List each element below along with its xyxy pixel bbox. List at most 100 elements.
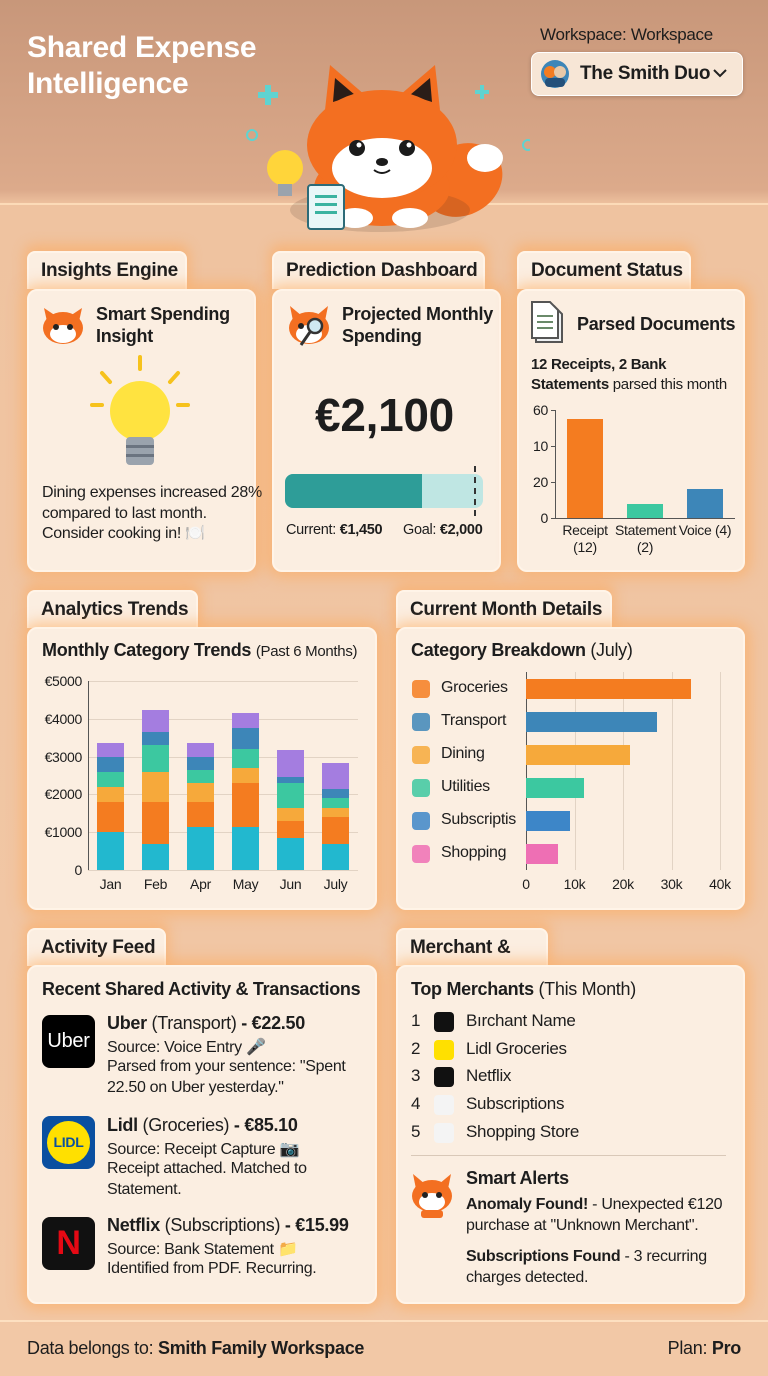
tab[interactable]: Document Status: [517, 251, 691, 289]
bar: [526, 777, 585, 798]
workspace-name: The Smith Duo: [580, 63, 711, 84]
activity-source: Source: Receipt Capture 📷: [107, 1141, 300, 1158]
bar-segment: [321, 763, 350, 789]
merchants-card: [396, 965, 745, 1304]
category-label: Subscriptis: [441, 810, 516, 828]
workspace-dropdown[interactable]: The Smith Duo: [531, 52, 743, 96]
bar-segment: [321, 807, 350, 818]
bar-segment: [231, 728, 260, 750]
tab[interactable]: Analytics Trends: [27, 590, 198, 628]
label: Plan:: [667, 1338, 708, 1358]
activity-category: (Transport): [151, 1013, 237, 1033]
category-label: Transport: [441, 711, 507, 729]
lidl-logo: LIDL: [42, 1116, 95, 1169]
alert: Subscriptions Found - 3 recurring charge…: [466, 1247, 736, 1288]
progress-fill: [285, 474, 422, 508]
grid-line: [574, 672, 576, 870]
activity-category: (Subscriptions): [164, 1215, 281, 1235]
tab[interactable]: Prediction Dashboard: [272, 251, 485, 289]
activity-title: Lidl (Groceries) - €85.10: [107, 1115, 298, 1136]
merchant-name: Bırchant Name: [466, 1011, 576, 1030]
bar-segment: [276, 807, 305, 821]
merchant-name: Shopping Store: [466, 1121, 579, 1141]
activity-merchant: Netflix: [107, 1215, 160, 1235]
x-tick-label: May: [232, 876, 259, 892]
tab[interactable]: Insights Engine: [27, 251, 187, 289]
activity-source: Source: Bank Statement 📁: [107, 1241, 298, 1258]
grid-line: [623, 672, 624, 870]
goal-label: Goal: €2,000: [403, 522, 483, 538]
label: Current:: [286, 522, 336, 538]
bar-segment: [96, 743, 125, 757]
alert-title: Subscriptions Found: [466, 1248, 621, 1265]
tick-mark: [551, 482, 555, 483]
y-tick-label: €1000: [44, 824, 83, 841]
tick-mark: [551, 518, 555, 519]
merchant-rank: 1: [411, 1011, 421, 1030]
grid-line: [671, 672, 673, 870]
bar-segment: [321, 798, 350, 808]
merchant-logo: [434, 1067, 454, 1088]
value: €1,450: [339, 522, 383, 538]
bar-segment: [276, 837, 305, 870]
y-tick-label: €2000: [44, 786, 83, 803]
value: Pro: [711, 1338, 741, 1358]
bulb-icon: [90, 355, 190, 465]
alert-text: - Unexpected €120 purchase at "Unknown M…: [466, 1196, 723, 1234]
alerts-title: Smart Alerts: [466, 1168, 569, 1188]
tab[interactable]: Current Month Details: [396, 590, 612, 628]
x-tick-label: Receipt (12): [562, 522, 608, 555]
tab[interactable]: Merchant & Alerts: [396, 928, 548, 994]
card-heading: Smart Spending Insight: [96, 304, 230, 346]
merchant-name: Subscriptions: [466, 1094, 565, 1114]
bar-segment: [231, 713, 260, 729]
bar-segment: [141, 710, 170, 733]
y-tick-label: 60: [533, 402, 548, 418]
tab[interactable]: Activity Feed: [27, 928, 166, 966]
x-tick-label: Apr: [190, 876, 211, 892]
bar-segment: [186, 756, 215, 770]
bar-segment: [321, 843, 350, 870]
merchant-name: Lidl Groceries: [466, 1038, 567, 1058]
heading: Monthly Category Trends: [42, 640, 252, 660]
merchant-name: Netflix: [466, 1066, 512, 1086]
bar-segment: [96, 832, 125, 870]
card-heading: Recent Shared Activity & Transactions: [42, 979, 361, 999]
bar-segment: [321, 817, 350, 844]
category-label: Shopping: [441, 843, 507, 861]
bar-segment: [141, 732, 170, 746]
x-tick-label: 0: [522, 876, 530, 892]
grid-line: [88, 718, 358, 720]
category-icon: [412, 679, 430, 698]
bar: [567, 419, 603, 518]
bar-segment: [141, 771, 170, 802]
bar-segment: [141, 745, 170, 772]
y-tick-label: €3000: [44, 748, 83, 765]
activity-note: Receipt attached. Matched to Statement.: [107, 1160, 307, 1198]
activity-amount: - €22.50: [241, 1013, 305, 1033]
card-heading: Parsed Documents: [577, 314, 736, 334]
card-heading: Monthly Category Trends (Past 6 Months): [42, 639, 358, 663]
category-icon: [412, 745, 430, 764]
bar-segment: [96, 756, 125, 772]
value: €2,000: [439, 522, 483, 538]
y-tick-label: 10: [533, 438, 548, 454]
activity-note: Identified from PDF. Recurring.: [107, 1260, 317, 1277]
bar-segment: [276, 749, 305, 778]
x-tick-label: 40k: [709, 876, 731, 892]
category-label: Groceries: [441, 678, 508, 696]
fox-icon: [412, 1174, 452, 1218]
grid-line: [88, 870, 358, 871]
heading: Top Merchants: [411, 979, 534, 999]
grid-line: [88, 756, 358, 758]
bar: [526, 843, 558, 864]
bar: [526, 744, 631, 765]
grid-line: [88, 681, 358, 682]
bar-segment: [96, 771, 125, 787]
x-tick-label: Jan: [99, 876, 122, 892]
x-axis: [555, 518, 735, 519]
tick-mark: [551, 446, 555, 447]
bar-segment: [186, 801, 215, 827]
heading: Category Breakdown: [411, 640, 586, 660]
